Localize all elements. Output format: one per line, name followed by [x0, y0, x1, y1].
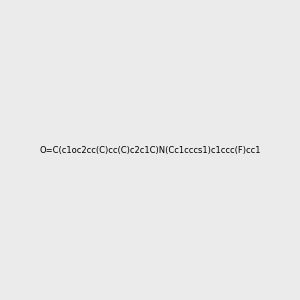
Text: O=C(c1oc2cc(C)cc(C)c2c1C)N(Cc1cccs1)c1ccc(F)cc1: O=C(c1oc2cc(C)cc(C)c2c1C)N(Cc1cccs1)c1cc…: [39, 146, 261, 154]
